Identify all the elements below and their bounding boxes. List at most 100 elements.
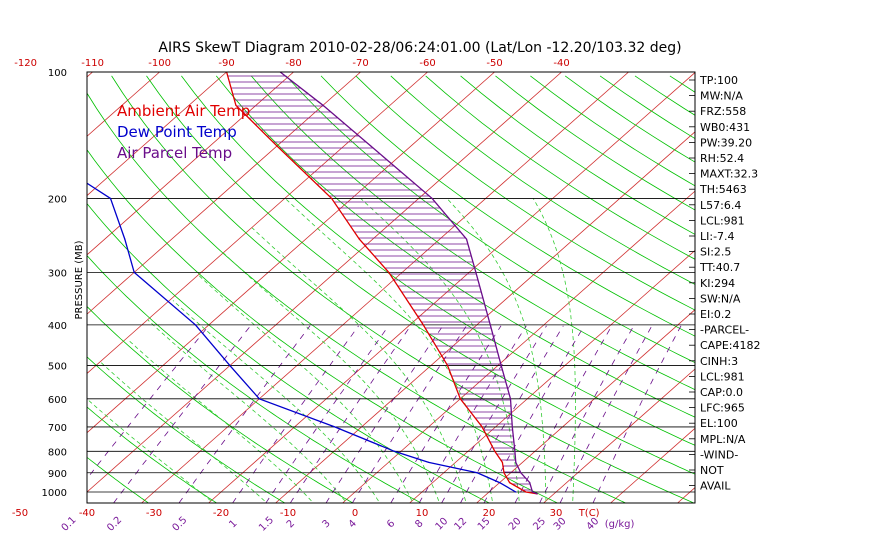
stability-indices: TP:100 MW:N/A FRZ:558 WB0:431 PW:39.20 RH:52.…: [689, 74, 761, 493]
mixing-ratio-line: [178, 325, 311, 503]
profile-point: [525, 491, 527, 493]
isotherm-line: [409, 249, 695, 503]
index-entry: KI:294: [700, 277, 735, 290]
profile-point: [511, 426, 513, 428]
index-entry: SW:N/A: [700, 292, 741, 305]
bottom-temp-tick-label: 20: [483, 508, 496, 519]
mixing-ratio-line: [460, 325, 564, 503]
bottom-temp-tick-label: -20: [213, 508, 229, 519]
dry-adiabat-line: [87, 149, 558, 503]
profile-point: [465, 238, 468, 240]
isotherm-line: [141, 72, 629, 503]
dry-adiabat-line: [390, 75, 695, 285]
moist-adiabat-line: [172, 300, 379, 502]
profile-point: [515, 491, 517, 493]
mixing-ratio-tick-label: 8: [413, 518, 425, 530]
profile-point: [501, 461, 503, 463]
profile-point: [194, 324, 197, 326]
index-entry: MAXT:32.3: [700, 168, 758, 181]
mixing-ratio-line: [325, 325, 444, 503]
dry-adiabat-line: [146, 75, 695, 475]
legend-entry: Ambient Air Temp: [117, 102, 250, 120]
plot-frame: [86, 71, 696, 504]
index-entry: CAP:0.0: [700, 386, 743, 399]
dry-adiabat-line: [87, 456, 149, 503]
profile-point: [509, 398, 512, 400]
top-temp-tick-label: -90: [218, 58, 234, 69]
dry-adiabat-line: [87, 356, 286, 503]
ambient-air-temp-line: [225, 72, 538, 495]
isotherm-line: [87, 72, 294, 256]
isotherm-line: [87, 72, 495, 434]
profile-point: [388, 271, 390, 273]
pressure-tick-label: 200: [48, 194, 67, 205]
grid-lines: [0, 72, 870, 503]
index-entry: CINH:3: [700, 355, 738, 368]
dry-adiabat-line: [320, 75, 695, 337]
mixing-ratio-tick-label: 3: [321, 518, 333, 530]
mixing-ratio-line: [592, 325, 682, 503]
x-axis-unit-label: T(C): [578, 508, 600, 519]
index-entry: AVAIL: [700, 480, 731, 493]
isotherm-line: [745, 72, 870, 503]
index-entry: RH:52.4: [700, 152, 744, 165]
isotherm-line: [543, 368, 695, 503]
mixing-ratio-tick-label: 6: [385, 518, 397, 530]
y-axis-label: PRESSURE (MB): [74, 240, 85, 319]
top-temp-tick-label: -70: [352, 58, 368, 69]
chart-title: AIRS SkewT Diagram 2010-02-28/06:24:01.0…: [158, 40, 681, 56]
index-entry: -PARCEL-: [700, 324, 749, 337]
profile-point: [520, 472, 522, 474]
index-entry: TP:100: [699, 74, 738, 87]
profile-point: [370, 145, 372, 147]
profile-point: [500, 364, 502, 367]
mixing-ratio-line: [232, 325, 359, 503]
dry-adiabat-line: [250, 75, 695, 391]
isotherm-line: [87, 72, 428, 374]
mixing-ratio-tick-label: 0.1: [60, 515, 79, 534]
mixing-ratio-line: [483, 325, 585, 503]
top-temp-tick-label: -80: [285, 58, 301, 69]
profile-point: [422, 324, 424, 326]
profile-point: [529, 482, 531, 484]
profile-point: [235, 104, 237, 106]
air-parcel-temp-line: [279, 72, 538, 495]
dry-adiabat-line: [111, 75, 694, 503]
isotherm-line: [342, 190, 695, 503]
mixing-ratio-tick-label: 0.2: [105, 515, 124, 534]
profile-point: [124, 238, 126, 240]
mixing-ratio-tick-label: 10: [434, 516, 451, 533]
bottom-temp-tick-label: 30: [550, 508, 563, 519]
mixing-ratio-tick-label: 0.5: [170, 515, 189, 534]
index-entry: NOT: [700, 464, 724, 477]
cape-hatch: [227, 75, 532, 491]
profile-point: [428, 461, 430, 463]
bottom-temp-tick-label: -40: [79, 508, 95, 519]
moist-adiabat-line: [223, 252, 440, 502]
index-entry: TT:40.7: [699, 261, 740, 274]
index-entry: EI:0.2: [700, 308, 731, 321]
pressure-tick-label: 800: [48, 447, 67, 458]
mixing-ratio-line: [113, 325, 251, 503]
index-entry: CAPE:4182: [700, 339, 761, 352]
index-entry: LCL:981: [700, 370, 745, 383]
legend-entry: Air Parcel Temp: [117, 144, 232, 162]
mixing-ratio-unit-label: (g/kg): [605, 519, 635, 530]
mixing-ratio-tick-label: 20: [507, 516, 524, 533]
profile-point: [514, 450, 516, 452]
dry-adiabat-line: [460, 75, 695, 235]
isotherm-line: [87, 72, 227, 197]
pressure-tick-label: 100: [48, 68, 67, 79]
profile-point: [481, 426, 483, 428]
bottom-temp-tick-label: -50: [12, 508, 28, 519]
top-temp-tick-label: -100: [148, 58, 171, 69]
profile-point: [509, 482, 511, 484]
isotherm-line: [610, 427, 695, 503]
isotherm-line: [476, 309, 695, 503]
profile-point: [503, 472, 505, 474]
pressure-tick-label: 700: [48, 423, 67, 434]
profile-point: [276, 145, 278, 147]
profile-point: [475, 271, 477, 273]
isotherm-line: [0, 72, 26, 503]
